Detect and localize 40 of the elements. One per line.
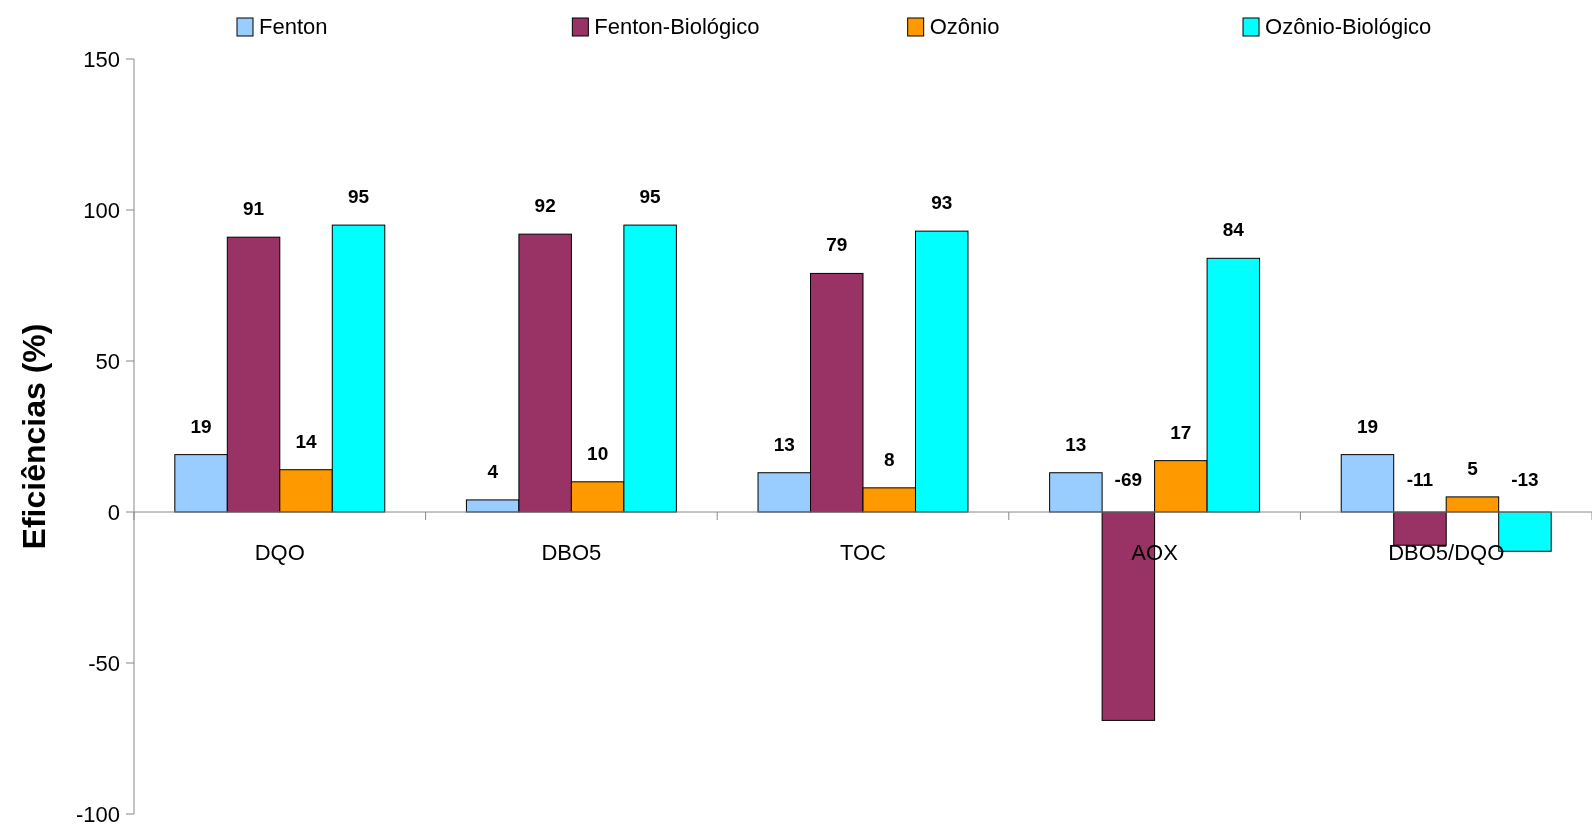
legend-label: Ozônio: [929, 14, 1000, 39]
y-tick-label: 100: [83, 197, 120, 223]
data-label: -11: [1406, 469, 1434, 490]
data-label: 10: [587, 442, 609, 464]
data-label: 13: [1065, 433, 1087, 455]
data-label: 92: [534, 195, 556, 217]
legend-label: Fenton: [259, 14, 328, 39]
y-tick-label: -100: [75, 801, 120, 825]
data-label: 4: [487, 460, 499, 482]
legend-label: Fenton-Biológico: [594, 14, 760, 39]
data-label: 95: [347, 186, 370, 208]
data-label: 17: [1170, 421, 1192, 443]
data-label: 14: [295, 430, 318, 452]
x-tick-label: DBO5: [541, 540, 602, 565]
data-label: -13: [1511, 469, 1539, 490]
data-label: 79: [826, 234, 848, 256]
data-label: 19: [1356, 415, 1379, 437]
data-label: 5: [1467, 457, 1479, 479]
data-label: 13: [773, 433, 795, 455]
data-label: -69: [1114, 469, 1143, 490]
data-label: 84: [1222, 219, 1245, 241]
y-tick-label: 150: [83, 46, 120, 72]
x-tick-label: TOC: [839, 540, 887, 565]
data-label: 19: [190, 415, 212, 437]
y-tick-label: 50: [95, 348, 120, 374]
bar: [1445, 496, 1500, 513]
data-label: 8: [883, 448, 895, 470]
y-axis-title: Eficiências (%): [16, 323, 52, 550]
bar: [1393, 511, 1447, 546]
data-label: 95: [639, 186, 662, 208]
y-tick-label: -50: [88, 650, 120, 676]
bar: [1049, 472, 1103, 513]
x-tick-label: DBO5/DQO: [1388, 540, 1505, 565]
x-tick-label: AOX: [1131, 540, 1179, 565]
legend-label: Ozônio-Biológico: [1265, 14, 1432, 39]
data-label: 93: [931, 192, 953, 214]
x-tick-label: DQO: [254, 540, 305, 565]
data-label: 91: [242, 198, 265, 220]
bar: [1340, 454, 1395, 513]
y-tick-label: 0: [107, 499, 120, 525]
